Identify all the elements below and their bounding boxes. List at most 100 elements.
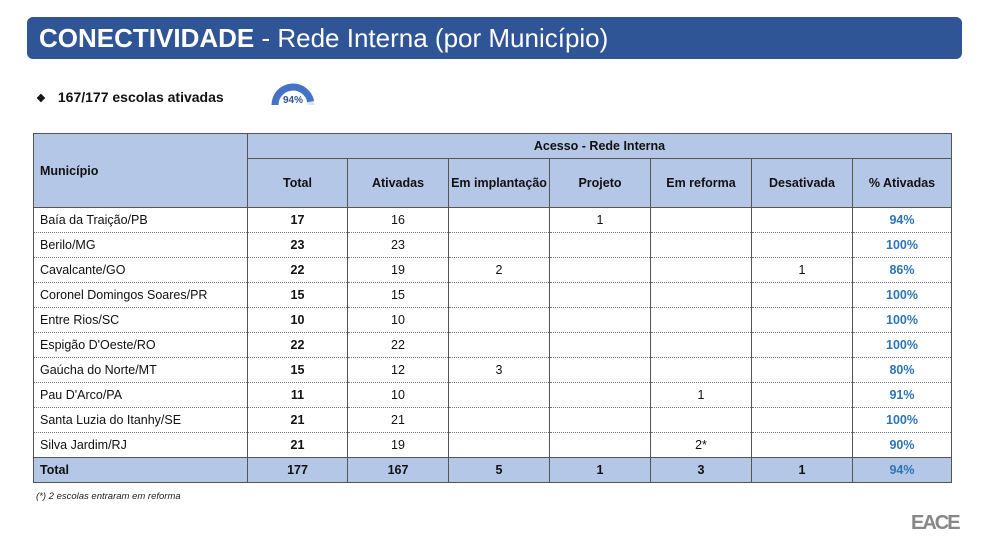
table-cell: 94% (852, 207, 952, 233)
table-cell (549, 257, 651, 283)
table-cell: 19 (347, 257, 449, 283)
table-cell: Santa Luzia do Itanhy/SE (33, 407, 248, 433)
total-cell: 1 (549, 457, 651, 483)
table-cell: 23 (247, 232, 348, 258)
table-cell: 15 (347, 282, 449, 308)
summary-text: 167/177 escolas ativadas (57, 89, 224, 105)
table-cell: 16 (347, 207, 449, 233)
table-cell (650, 282, 752, 308)
table-cell: 21 (247, 432, 348, 458)
table-cell: Silva Jardim/RJ (33, 432, 248, 458)
footnote: (*) 2 escolas entraram em reforma (36, 491, 181, 502)
table-cell: 1 (549, 207, 651, 233)
table-cell: 15 (247, 282, 348, 308)
header-col: Em reforma (650, 158, 752, 208)
table-cell: 91% (852, 382, 952, 408)
diamond-bullet-icon: ❖ (36, 93, 46, 105)
table-cell (751, 407, 853, 433)
table-cell (650, 332, 752, 358)
table-row: Gaúcha do Norte/MT 15 12 3 80% (33, 357, 952, 383)
table-cell: 17 (247, 207, 348, 233)
table-cell (549, 332, 651, 358)
table-cell: 100% (852, 232, 952, 258)
table-cell: 100% (852, 407, 952, 433)
table-cell: 22 (347, 332, 449, 358)
table-cell (650, 357, 752, 383)
table-cell: Gaúcha do Norte/MT (33, 357, 248, 383)
table-cell (549, 232, 651, 258)
table-row: Pau D'Arco/PA 11 10 1 91% (33, 382, 952, 408)
table-cell (448, 332, 550, 358)
header-municipio: Município (33, 133, 248, 208)
table-cell: 22 (247, 257, 348, 283)
table-cell: 3 (448, 357, 550, 383)
table-cell (751, 357, 853, 383)
table-cell: 10 (347, 307, 449, 333)
table-cell: 86% (852, 257, 952, 283)
header-col: Desativada (751, 158, 853, 208)
table-cell: 2* (650, 432, 752, 458)
table-cell: Pau D'Arco/PA (33, 382, 248, 408)
table-cell (751, 207, 853, 233)
header-col: Projeto (549, 158, 651, 208)
table-cell (650, 232, 752, 258)
total-cell: 3 (650, 457, 752, 483)
table-cell (650, 407, 752, 433)
table-cell (448, 282, 550, 308)
table-cell: 100% (852, 282, 952, 308)
table-cell (549, 407, 651, 433)
table-cell: Cavalcante/GO (33, 257, 248, 283)
total-cell: 167 (347, 457, 449, 483)
table-row: Silva Jardim/RJ 21 19 2* 90% (33, 432, 952, 458)
table-cell: 23 (347, 232, 449, 258)
table-cell (448, 232, 550, 258)
table-cell: Coronel Domingos Soares/PR (33, 282, 248, 308)
table-cell: 21 (347, 407, 449, 433)
table-row: Santa Luzia do Itanhy/SE 21 21 100% (33, 407, 952, 433)
table-cell (549, 357, 651, 383)
table-cell (448, 307, 550, 333)
table-cell: 1 (650, 382, 752, 408)
header-col: Ativadas (347, 158, 449, 208)
total-cell: 94% (852, 457, 952, 483)
table-cell (751, 432, 853, 458)
table-cell: 19 (347, 432, 449, 458)
table-cell (549, 282, 651, 308)
table-cell: 90% (852, 432, 952, 458)
table-cell (751, 307, 853, 333)
table-cell (448, 207, 550, 233)
table-row: Coronel Domingos Soares/PR 15 15 100% (33, 282, 952, 308)
table-row: Cavalcante/GO 22 19 2 1 86% (33, 257, 952, 283)
table-cell: 10 (247, 307, 348, 333)
table-cell (751, 232, 853, 258)
total-cell: 1 (751, 457, 853, 483)
gauge-label: 94% (282, 95, 303, 106)
table-row: Baía da Traição/PB 17 16 1 94% (33, 207, 952, 233)
table-cell: 11 (247, 382, 348, 408)
total-cell: Total (33, 457, 248, 483)
table-cell: 100% (852, 332, 952, 358)
connectivity-table: Município Acesso - Rede Interna Total Ativ… (33, 133, 952, 483)
table-cell (751, 282, 853, 308)
table-row: Entre Rios/SC 10 10 100% (33, 307, 952, 333)
table-cell (549, 307, 651, 333)
header-col: % Ativadas (852, 158, 952, 208)
total-row: Total 177 167 5 1 3 1 94% (33, 457, 952, 483)
header-col: Total (247, 158, 348, 208)
table-cell: 10 (347, 382, 449, 408)
table-cell (549, 382, 651, 408)
table-cell (448, 382, 550, 408)
summary: ❖ 167/177 escolas ativadas (36, 89, 224, 105)
table-row: Berilo/MG 23 23 100% (33, 232, 952, 258)
eace-logo: EACE (911, 512, 961, 534)
table-cell: Berilo/MG (33, 232, 248, 258)
total-cell: 177 (247, 457, 348, 483)
table-cell (650, 307, 752, 333)
table-row: Espigão D'Oeste/RO 22 22 100% (33, 332, 952, 358)
table-cell (650, 207, 752, 233)
table-cell: 21 (247, 407, 348, 433)
table-cell: 80% (852, 357, 952, 383)
table-cell: Entre Rios/SC (33, 307, 248, 333)
table-cell: Baía da Traição/PB (33, 207, 248, 233)
table-cell: 12 (347, 357, 449, 383)
